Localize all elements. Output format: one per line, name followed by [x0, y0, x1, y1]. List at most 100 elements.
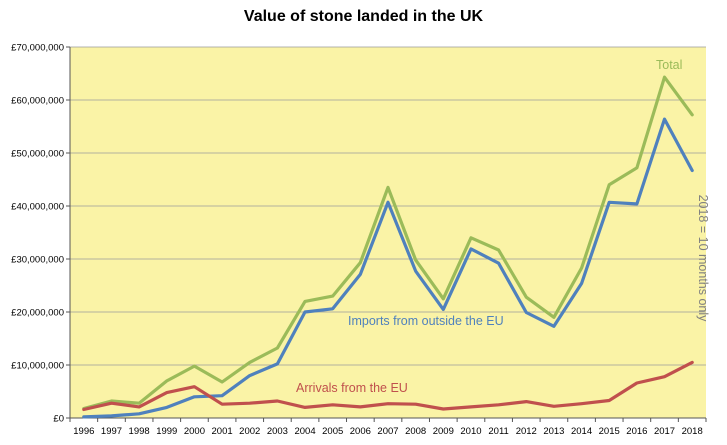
- series-2-point: [276, 400, 279, 402]
- series-1-point: [138, 412, 140, 415]
- series-0-point: [138, 402, 140, 404]
- plot-background: [70, 47, 706, 418]
- series-0-point: [387, 186, 389, 189]
- series-2-point: [636, 382, 638, 384]
- series-2-point: [470, 406, 472, 408]
- series-2-point: [83, 408, 85, 411]
- series-1-point: [442, 308, 445, 311]
- x-tick-label: 1998: [129, 426, 150, 437]
- y-tick-label: £70,000,000: [11, 43, 64, 54]
- series-1-point: [553, 325, 555, 328]
- series-2-point: [359, 406, 362, 408]
- x-tick-label: 1996: [73, 426, 94, 437]
- series-2-point: [663, 375, 666, 378]
- series-1-point: [331, 308, 334, 310]
- partial-year-note: 2018 = 10 months only: [696, 195, 710, 323]
- series-0-point: [636, 167, 638, 169]
- x-tick-label: 2010: [460, 426, 481, 437]
- series-1-point: [663, 118, 666, 120]
- series-0-point: [442, 297, 445, 300]
- x-tick-label: 2017: [654, 426, 675, 437]
- series-2-point: [304, 406, 306, 409]
- series-2-point: [525, 400, 528, 403]
- x-tick-label: 2008: [405, 426, 426, 437]
- x-tick-label: 2015: [599, 426, 620, 437]
- series-0-point: [248, 361, 251, 364]
- series-0-point: [221, 381, 223, 383]
- x-tick-label: 2000: [184, 426, 205, 437]
- series-1-point: [165, 406, 168, 409]
- x-tick-label: 2003: [267, 426, 288, 437]
- x-tick-label: 2018: [682, 426, 703, 437]
- series-2-point: [110, 402, 113, 404]
- series-2-point: [553, 405, 555, 408]
- series-2-point: [387, 402, 389, 405]
- series-2-point: [331, 403, 334, 406]
- series-2-point: [221, 403, 223, 406]
- y-tick-label: £0: [53, 414, 64, 425]
- series-0-point: [691, 114, 693, 116]
- series-0-point: [193, 365, 196, 367]
- series-2-point: [193, 385, 196, 388]
- series-2-point: [138, 406, 140, 408]
- series-2-point: [497, 403, 500, 406]
- series-2-point: [414, 403, 417, 406]
- series-0-point: [608, 184, 611, 186]
- series-1-point: [359, 273, 362, 276]
- series-0-point: [470, 237, 472, 239]
- series-1-point: [221, 394, 223, 397]
- series-lines: [82, 75, 694, 419]
- x-tick-label: 2006: [350, 426, 371, 437]
- series-0-point: [553, 316, 555, 319]
- x-tick-label: 2016: [626, 426, 647, 437]
- series-1-point: [304, 311, 306, 313]
- series-0-point: [110, 400, 113, 402]
- series-2-point: [691, 361, 693, 364]
- series-0-point: [165, 380, 168, 382]
- series-1-point: [525, 311, 528, 314]
- series-1-point: [414, 270, 417, 272]
- series-1-point: [691, 169, 693, 172]
- y-tick-label: £10,000,000: [11, 361, 64, 372]
- series-label-2: Arrivals from the EU: [296, 381, 408, 395]
- x-tick-label: 2004: [294, 426, 315, 437]
- series-1-point: [608, 201, 611, 204]
- series-1-point: [193, 396, 196, 398]
- series-1-point: [276, 363, 279, 365]
- series-1-point: [470, 248, 472, 250]
- series-1-point: [636, 203, 638, 205]
- series-2-point: [442, 408, 445, 410]
- series-1-point: [248, 374, 251, 377]
- series-0-point: [359, 261, 362, 264]
- x-tick-label: 2011: [488, 426, 508, 437]
- x-tick-label: 1999: [156, 426, 177, 437]
- series-0-point: [663, 76, 666, 79]
- x-tick-label: 2007: [377, 426, 398, 437]
- x-tick-label: 2005: [322, 426, 343, 437]
- series-0-point: [276, 347, 279, 349]
- series-label-0: Total: [656, 58, 682, 72]
- series-0-point: [497, 249, 500, 251]
- chart-title: Value of stone landed in the UK: [243, 8, 484, 25]
- x-tick-label: 2009: [433, 426, 454, 437]
- series-2-point: [608, 399, 611, 402]
- series-1-point: [580, 282, 583, 285]
- x-tick-label: 2002: [239, 426, 260, 437]
- series-1-point: [387, 201, 389, 204]
- y-tick-label: £60,000,000: [11, 96, 64, 107]
- y-tick-label: £30,000,000: [11, 255, 64, 266]
- x-tick-label: 1997: [101, 426, 122, 437]
- series-labels: Total Imports from outside the EU Arrivals…: [296, 58, 710, 395]
- series-0-point: [331, 295, 334, 297]
- y-tick-label: £40,000,000: [11, 202, 64, 213]
- x-tick-label: 2014: [571, 426, 592, 437]
- series-0-point: [580, 267, 583, 269]
- x-tick-label: 2001: [212, 426, 233, 437]
- series-2-point: [165, 391, 168, 394]
- series-1-point: [497, 262, 500, 265]
- series-2-point: [580, 402, 583, 405]
- x-tick-label: 2013: [543, 426, 564, 437]
- axes: £0 £10,000,000 £20,000,000 £30,000,000 £40,0…: [11, 43, 707, 437]
